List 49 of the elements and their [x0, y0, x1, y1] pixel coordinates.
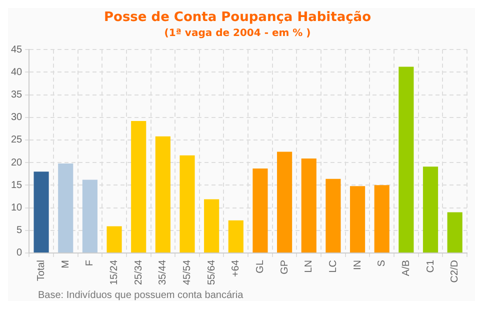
y-tick-label: 15 [11, 180, 23, 191]
x-tick-label: C1 [425, 260, 436, 273]
bar [398, 66, 414, 252]
text: Base: Indivíduos que possuem conta bancária [38, 290, 244, 301]
bar [106, 226, 122, 252]
bar [34, 172, 49, 252]
x-tick-label: 15/24 [109, 260, 120, 286]
y-tick-label: 30 [11, 112, 23, 124]
bar [301, 158, 316, 252]
y-tick-label: 0 [16, 248, 23, 259]
x-tick-label: GL [254, 260, 266, 274]
x-tick-label: C2/D [450, 260, 461, 283]
x-tick-label: LN [304, 260, 315, 273]
y-tick-label: 40 [11, 66, 23, 78]
x-tick-label: F [84, 260, 96, 266]
x-tick-label: LC [328, 260, 339, 273]
bar [82, 180, 98, 252]
chart-subtitle: (1ª vaga de 2004 - em % ) [164, 28, 311, 40]
x-tick-label: IN [352, 260, 364, 270]
bar [155, 136, 170, 252]
x-tick-label: +64 [230, 260, 242, 277]
bar [252, 168, 268, 252]
y-tick-label: 10 [11, 202, 23, 214]
x-tick-label: 45/54 [182, 260, 193, 286]
y-tick-label: 5 [16, 225, 23, 236]
bar [447, 212, 462, 252]
y-tick-label: 45 [11, 44, 23, 56]
y-tick-label: 35 [11, 90, 23, 101]
bar [180, 155, 195, 252]
x-tick-label: M [60, 260, 72, 268]
chart-title: Posse de Conta Poupança Habitação [104, 10, 372, 26]
x-tick-label: GP [279, 260, 290, 274]
x-tick-label: 25/34 [133, 260, 144, 286]
bar [374, 185, 390, 252]
x-tick-label: Total [36, 260, 48, 282]
x-tick-label: S [376, 260, 388, 267]
bar [350, 186, 366, 252]
x-tick-label: 35/44 [158, 260, 169, 286]
x-tick-label: A/B [400, 260, 412, 276]
bar [277, 152, 292, 252]
bar [326, 178, 341, 252]
bar [131, 121, 146, 252]
bar [422, 166, 438, 252]
bar [58, 163, 74, 252]
bar [228, 220, 244, 252]
x-tick-label: 55/64 [206, 260, 218, 286]
y-tick-label: 20 [11, 157, 23, 168]
y-tick-label: 25 [11, 134, 23, 146]
bar [204, 199, 220, 252]
